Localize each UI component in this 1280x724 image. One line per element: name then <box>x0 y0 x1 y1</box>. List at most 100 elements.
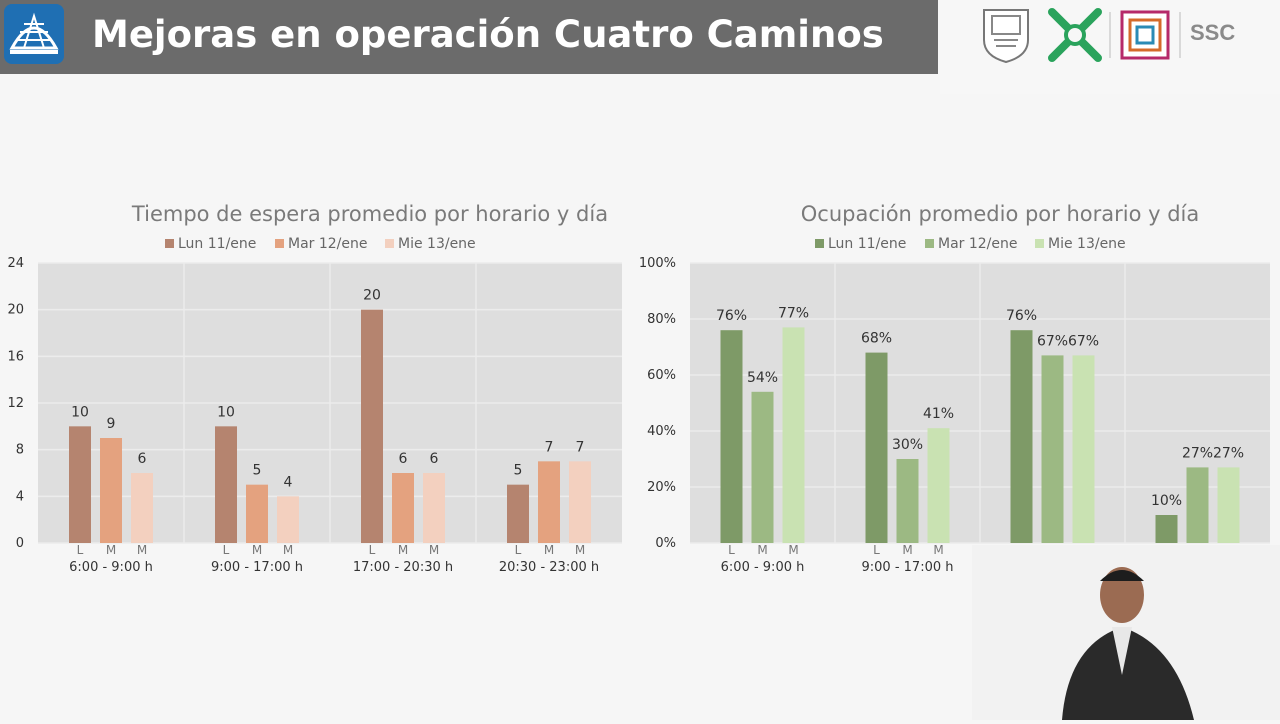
legend-swatch <box>925 239 934 248</box>
data-label: 68% <box>861 331 892 347</box>
bar <box>1217 467 1240 543</box>
bar <box>215 426 237 543</box>
day-initial-label: L <box>728 543 735 557</box>
y-tick-label: 80% <box>647 312 676 327</box>
legend-label: Lun 11/ene <box>828 236 906 252</box>
data-label: 76% <box>1006 308 1037 324</box>
day-initial-label: L <box>873 543 880 557</box>
day-initial-label: L <box>223 543 230 557</box>
legend-label: Mie 13/ene <box>398 236 476 252</box>
y-tick-label: 40% <box>647 424 676 439</box>
data-label: 41% <box>923 406 954 422</box>
y-tick-label: 16 <box>7 349 24 364</box>
sign-language-interpreter <box>972 545 1280 720</box>
bar <box>538 461 560 543</box>
data-label: 10 <box>217 404 235 420</box>
day-initial-label: M <box>575 543 585 557</box>
day-initial-label: M <box>757 543 767 557</box>
bar <box>720 330 743 543</box>
data-label: 5 <box>514 463 523 479</box>
data-label: 67% <box>1037 333 1068 349</box>
institution-logos: SSC <box>940 0 1280 94</box>
day-initial-label: M <box>252 543 262 557</box>
chart-title: Ocupación promedio por horario y día <box>801 202 1200 226</box>
day-initial-label: L <box>77 543 84 557</box>
y-tick-label: 4 <box>16 489 24 504</box>
data-label: 10% <box>1151 493 1182 509</box>
y-tick-label: 24 <box>7 256 24 271</box>
chart-title: Tiempo de espera promedio por horario y … <box>131 202 608 226</box>
bar <box>423 473 445 543</box>
ssc-text: SSC <box>1190 20 1236 45</box>
metro-dome-logo-icon <box>4 4 64 64</box>
data-label: 67% <box>1068 333 1099 349</box>
bar <box>1155 515 1178 543</box>
day-initial-label: M <box>429 543 439 557</box>
x-category-label: 9:00 - 17:00 h <box>211 560 303 575</box>
bar <box>569 461 591 543</box>
data-label: 7 <box>576 439 585 455</box>
day-initial-label: M <box>137 543 147 557</box>
stc-logo-icon <box>1120 10 1170 60</box>
legend-swatch <box>815 239 824 248</box>
bar <box>896 459 919 543</box>
day-initial-label: L <box>369 543 376 557</box>
legend-label: Mie 13/ene <box>1048 236 1126 252</box>
day-initial-label: M <box>788 543 798 557</box>
bar <box>1010 330 1033 543</box>
data-label: 6 <box>138 451 147 467</box>
bar <box>865 352 888 543</box>
data-label: 30% <box>892 437 923 453</box>
day-initial-label: M <box>902 543 912 557</box>
legend-label: Mar 12/ene <box>938 236 1018 252</box>
bar <box>782 327 805 543</box>
bar <box>361 309 383 543</box>
legend-swatch <box>1035 239 1044 248</box>
data-label: 6 <box>399 451 408 467</box>
waiting-time-chart: Tiempo de espera promedio por horario y … <box>7 202 622 575</box>
bar <box>751 391 774 543</box>
legend-swatch <box>165 239 174 248</box>
bar <box>927 428 950 543</box>
y-tick-label: 60% <box>647 368 676 383</box>
y-tick-label: 0 <box>16 536 24 551</box>
data-label: 5 <box>253 463 262 479</box>
y-tick-label: 12 <box>7 396 24 411</box>
x-category-label: 6:00 - 9:00 h <box>69 560 153 575</box>
bar <box>69 426 91 543</box>
day-initial-label: L <box>515 543 522 557</box>
x-category-label: 6:00 - 9:00 h <box>721 560 805 575</box>
bar <box>246 484 268 543</box>
charts-area: Tiempo de espera promedio por horario y … <box>7 202 1270 575</box>
data-label: 7 <box>545 439 554 455</box>
data-label: 20 <box>363 288 381 304</box>
y-tick-label: 0% <box>655 536 676 551</box>
bar <box>131 473 153 543</box>
legend-swatch <box>275 239 284 248</box>
day-initial-label: M <box>933 543 943 557</box>
legend-swatch <box>385 239 394 248</box>
bar <box>100 438 122 543</box>
data-label: 77% <box>778 305 809 321</box>
y-tick-label: 20 <box>7 303 24 318</box>
y-tick-label: 20% <box>647 480 676 495</box>
bar <box>1186 467 1209 543</box>
data-label: 54% <box>747 370 778 386</box>
x-category-label: 20:30 - 23:00 h <box>499 560 599 575</box>
legend-label: Lun 11/ene <box>178 236 256 252</box>
y-tick-label: 100% <box>639 256 676 271</box>
bar <box>1072 355 1095 543</box>
page-title: Mejoras en operación Cuatro Caminos <box>92 13 884 56</box>
day-initial-label: M <box>106 543 116 557</box>
day-initial-label: M <box>283 543 293 557</box>
occupancy-chart: Ocupación promedio por horario y día Lun… <box>639 202 1270 575</box>
data-label: 4 <box>284 474 293 490</box>
data-label: 6 <box>430 451 439 467</box>
x-category-label: 17:00 - 20:30 h <box>353 560 453 575</box>
data-label: 10 <box>71 404 89 420</box>
bar <box>392 473 414 543</box>
data-label: 27% <box>1182 445 1213 461</box>
day-initial-label: M <box>544 543 554 557</box>
data-label: 27% <box>1213 445 1244 461</box>
y-tick-label: 8 <box>16 443 24 458</box>
